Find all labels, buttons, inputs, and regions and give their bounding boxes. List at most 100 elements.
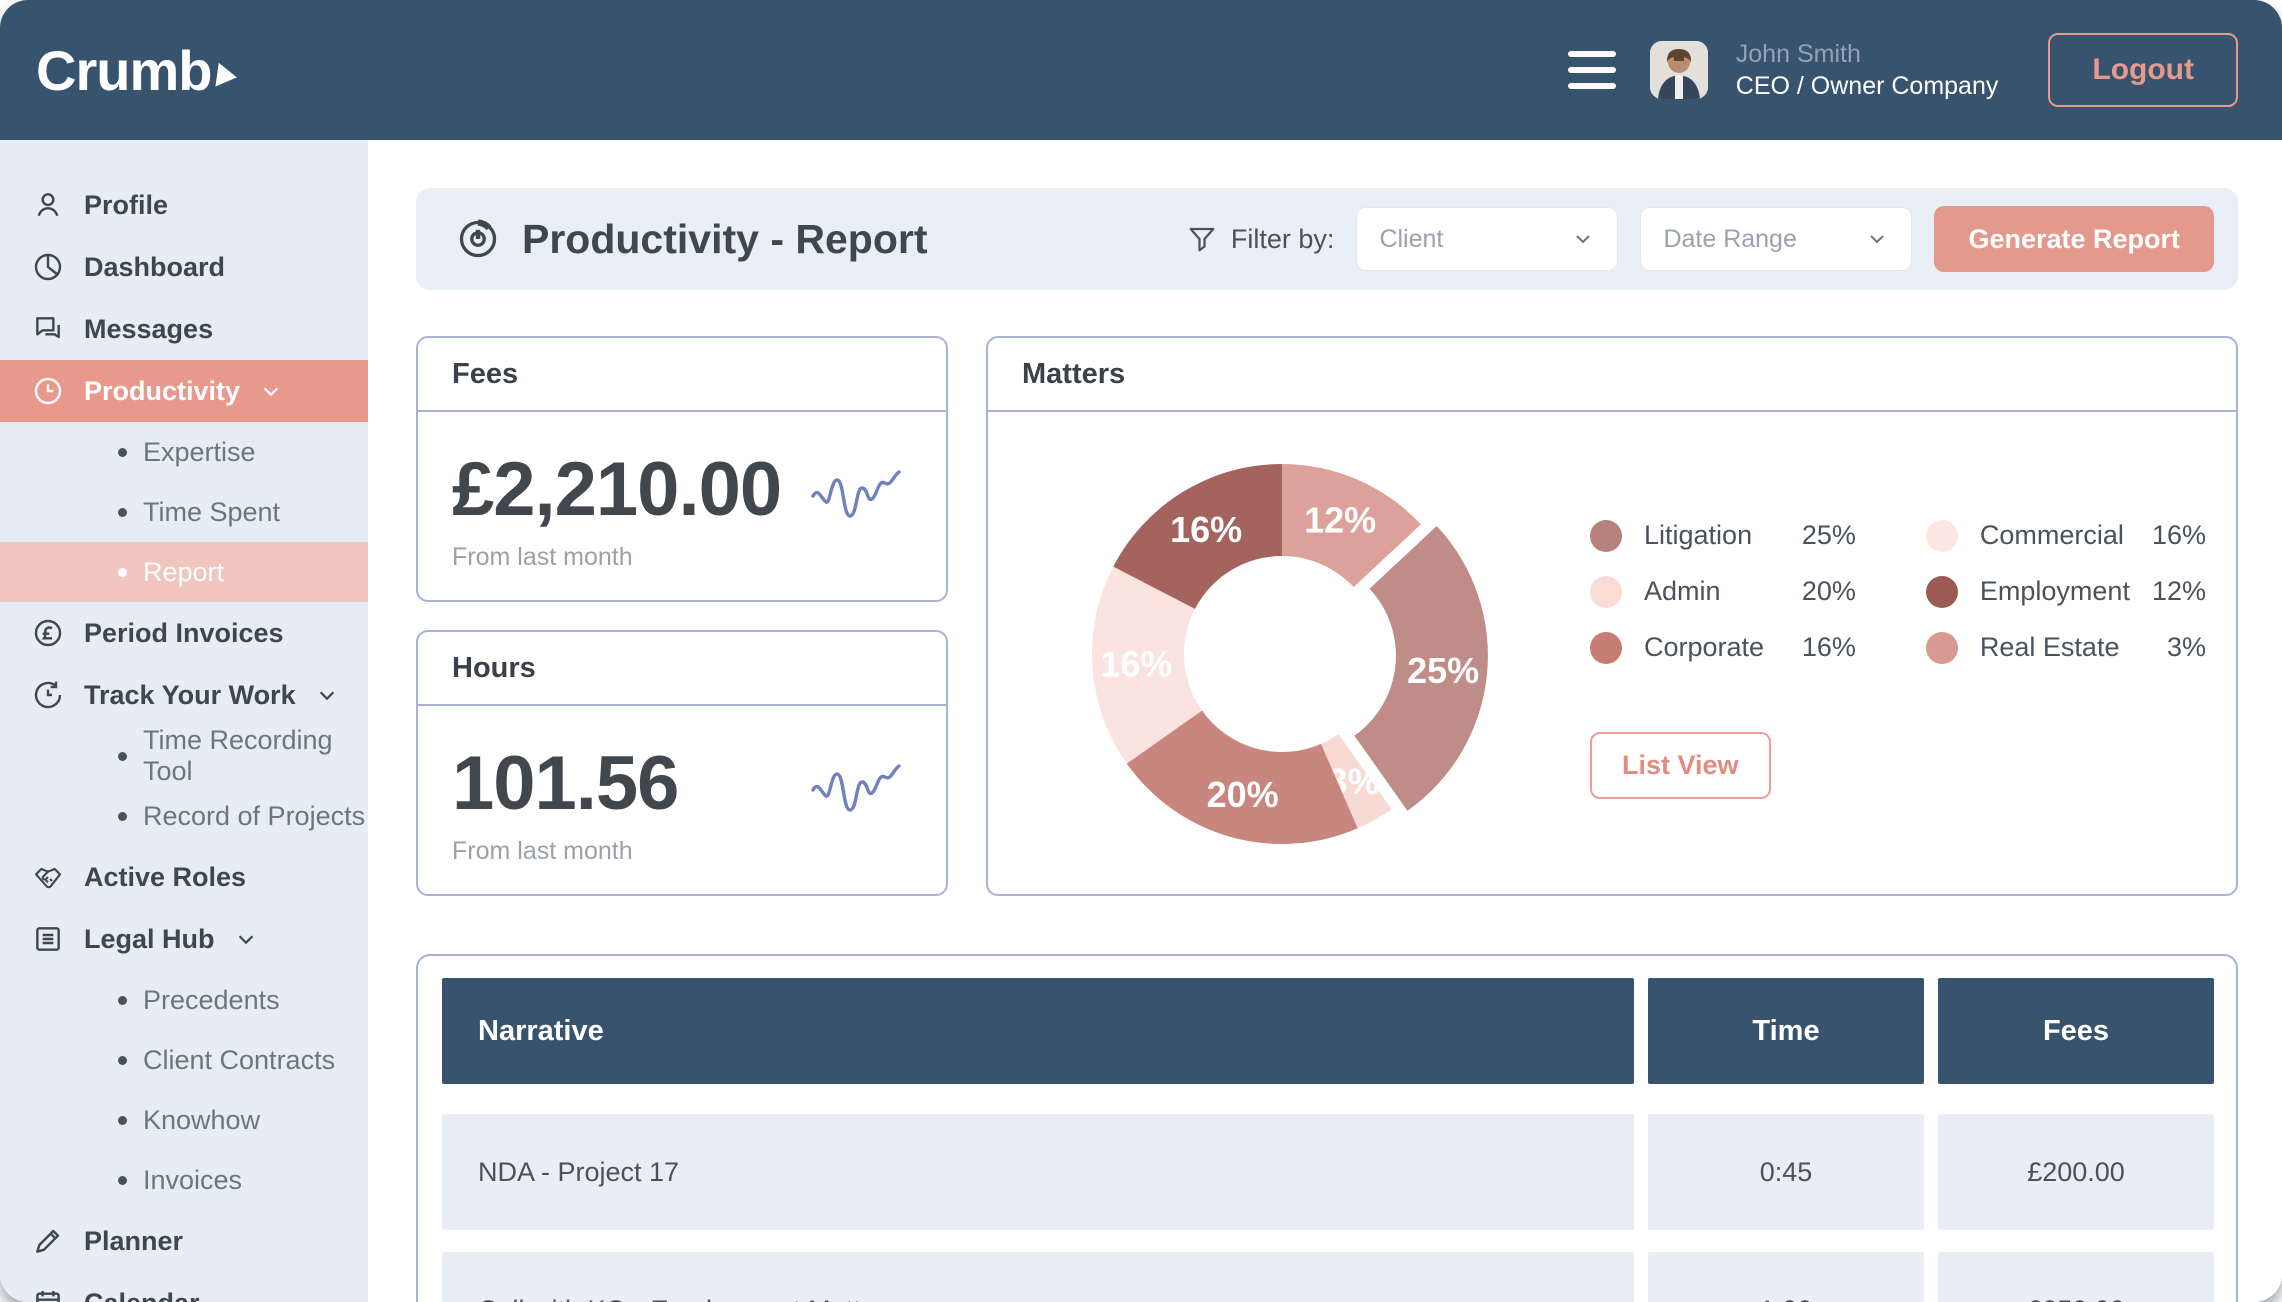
handshake-icon	[32, 861, 64, 893]
fees-card: Fees £2,210.00 From last month	[416, 336, 948, 602]
sidebar-subitem-precedents[interactable]: Precedents	[0, 970, 368, 1030]
sidebar-item-dashboard[interactable]: Dashboard	[0, 236, 368, 298]
main-content: Productivity - Report Filter by: Client	[368, 140, 2282, 1302]
logout-button[interactable]: Logout	[2048, 33, 2238, 107]
donut-slice-label: 12%	[1304, 500, 1376, 541]
top-navbar: Crumb John Smith CEO / Owner Company Log…	[0, 0, 2282, 140]
client-dropdown-value: Client	[1379, 224, 1444, 253]
pie-chart-icon	[32, 251, 64, 283]
hamburger-menu-icon[interactable]	[1562, 45, 1622, 95]
sidebar-item-messages[interactable]: Messages	[0, 298, 368, 360]
daterange-dropdown-value: Date Range	[1663, 224, 1797, 253]
legend-swatch-icon	[1925, 519, 1958, 552]
matters-card-title: Matters	[988, 338, 2236, 412]
table-row-1[interactable]: Call with KO - Employment Matter 1:00 £250…	[442, 1252, 2214, 1302]
table-cell-narrative: Call with KO - Employment Matter	[442, 1252, 1634, 1302]
legend-item-real-estate: Real Estate 3%	[1925, 631, 2206, 664]
sidebar-item-label: Calendar	[84, 1288, 200, 1302]
donut-slice-label: 16%	[1100, 643, 1172, 684]
sidebar-subitem-label: Knowhow	[143, 1104, 261, 1135]
donut-slice-5[interactable]	[1113, 464, 1282, 609]
avatar[interactable]	[1649, 41, 1708, 99]
matters-legend: Litigation 25% Admin 20% Corporate 16% Commerc…	[1590, 508, 2206, 676]
legend-name: Corporate	[1644, 632, 1765, 662]
hours-card: Hours 101.56 From last month	[416, 630, 948, 896]
chevron-down-icon	[1865, 227, 1889, 251]
table-row-0[interactable]: NDA - Project 17 0:45 £200.00	[442, 1114, 2214, 1230]
bullet-icon	[118, 1115, 127, 1125]
funnel-icon	[1187, 224, 1217, 254]
hours-value: 101.56	[452, 741, 679, 826]
sidebar-item-productivity[interactable]: Productivity	[0, 360, 368, 422]
matters-card: Matters 12% 25% 3% 20% 16% 16% Litigation 25% A…	[986, 336, 2238, 896]
sidebar-item-active-roles[interactable]: Active Roles	[0, 846, 368, 908]
user-info: John Smith CEO / Owner Company	[1736, 38, 1999, 103]
sidebar-item-planner[interactable]: Planner	[0, 1210, 368, 1272]
legend-swatch-icon	[1925, 575, 1958, 608]
donut-slice-1[interactable]	[1354, 525, 1488, 811]
generate-report-button[interactable]: Generate Report	[1934, 206, 2214, 272]
bullet-icon	[118, 447, 127, 457]
donut-slice-2[interactable]	[1321, 734, 1392, 829]
legend-name: Admin	[1644, 576, 1721, 606]
sidebar-subitem-label: Record of Projects	[143, 800, 366, 831]
bullet-icon	[118, 995, 127, 1005]
bullet-icon	[118, 507, 127, 517]
sidebar-item-profile[interactable]: Profile	[0, 174, 368, 236]
productivity-gauge-icon	[456, 217, 500, 261]
sidebar-subitem-label: Expertise	[143, 436, 256, 467]
legend-item-employment: Employment 12%	[1925, 575, 2206, 608]
legend-swatch-icon	[1590, 575, 1622, 608]
sidebar-subitem-time-recording-tool[interactable]: Time Recording Tool	[0, 725, 368, 786]
legend-name: Litigation	[1644, 520, 1753, 550]
hours-caption: From last month	[452, 837, 633, 865]
legend-value: 12%	[2151, 576, 2206, 606]
sidebar-subitem-time-spent[interactable]: Time Spent	[0, 482, 368, 542]
table-header-row: Narrative Time Fees	[442, 978, 2214, 1084]
sidebar-subitem-knowhow[interactable]: Knowhow	[0, 1090, 368, 1150]
table-cell-fees: £250.00	[1938, 1252, 2214, 1302]
donut-slice-3[interactable]	[1126, 710, 1358, 844]
fees-sparkline-icon	[811, 470, 901, 518]
legend-item-corporate: Corporate 16%	[1590, 631, 1856, 664]
donut-slice-4[interactable]	[1092, 566, 1202, 764]
table-header-narrative: Narrative	[442, 978, 1634, 1084]
sidebar-item-label: Active Roles	[84, 861, 247, 892]
user-icon	[32, 189, 64, 221]
sidebar-subitem-label: Time Recording Tool	[143, 725, 333, 786]
sidebar-item-legal-hub[interactable]: Legal Hub	[0, 908, 368, 970]
table-cell-time: 0:45	[1648, 1114, 1924, 1230]
fees-caption: From last month	[452, 543, 633, 571]
daterange-dropdown[interactable]: Date Range	[1640, 207, 1913, 271]
sidebar-item-period-invoices[interactable]: Period Invoices	[0, 602, 368, 664]
legend-item-commercial: Commercial 16%	[1925, 519, 2206, 552]
sidebar-item-label: Track Your Work	[84, 679, 296, 710]
legend-item-litigation: Litigation 25%	[1590, 519, 1856, 552]
page-title: Productivity - Report	[522, 215, 928, 262]
sidebar-item-label: Dashboard	[84, 251, 226, 282]
sidebar-item-track-your-work[interactable]: Track Your Work	[0, 664, 368, 726]
pencil-icon	[32, 1225, 64, 1257]
table-cell-fees: £200.00	[1938, 1114, 2214, 1230]
legend-swatch-icon	[1590, 631, 1622, 664]
user-name: John Smith	[1735, 39, 1861, 68]
sidebar-subitem-report[interactable]: Report	[0, 542, 368, 602]
legend-swatch-icon	[1590, 519, 1622, 552]
sidebar-nav: Profile Dashboard Messages Productivity Expe…	[0, 140, 368, 1302]
hours-sparkline-icon	[811, 764, 901, 812]
clock-refresh-icon	[32, 679, 64, 711]
clock-icon	[32, 375, 64, 407]
sidebar-item-calendar[interactable]: 12 Calendar	[0, 1272, 368, 1302]
sidebar-subitem-invoices[interactable]: Invoices	[0, 1150, 368, 1210]
sidebar-subitem-record-of-projects[interactable]: Record of Projects	[0, 786, 368, 846]
donut-slice-0[interactable]	[1282, 464, 1421, 588]
app-logo: Crumb	[36, 38, 240, 103]
legend-name: Real Estate	[1979, 632, 2120, 662]
sidebar-subitem-expertise[interactable]: Expertise	[0, 422, 368, 482]
sidebar-item-label: Messages	[84, 313, 214, 344]
list-view-button[interactable]: List View	[1590, 731, 1771, 799]
sidebar-item-label: Legal Hub	[84, 923, 215, 954]
sidebar-subitem-client-contracts[interactable]: Client Contracts	[0, 1030, 368, 1090]
client-dropdown[interactable]: Client	[1356, 207, 1619, 271]
